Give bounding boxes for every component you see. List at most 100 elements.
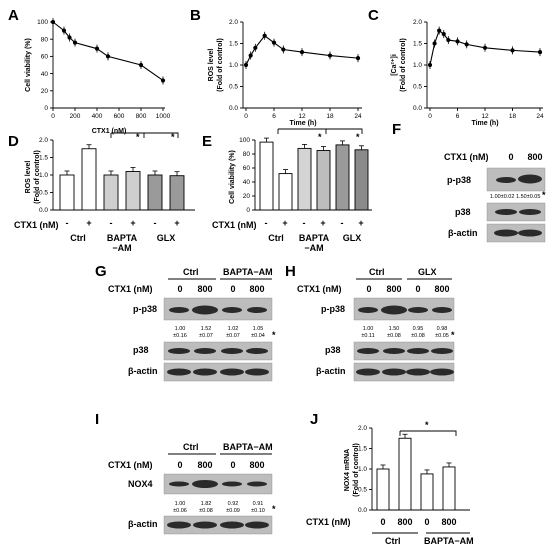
panel-j-label: J <box>310 411 318 428</box>
panel-i-blot-actin <box>163 515 273 535</box>
panel-b-series <box>243 31 361 69</box>
panel-e-ytick-label: 60 <box>243 165 251 172</box>
panel-d-ytick-label: 2.0 <box>39 137 48 144</box>
panel-d-signs: - + - + - + <box>66 218 180 228</box>
panel-e-groups: Ctrl BAPTA−AM GLX <box>268 233 361 253</box>
panel-g-actin-band <box>220 368 244 376</box>
panel-f-dose-0: 0 <box>508 152 513 162</box>
panel-g-p38-band <box>221 348 243 354</box>
panel-e-label: E <box>202 133 212 150</box>
panel-e-ylabel: Cell viability (%) <box>229 150 236 204</box>
panel-f-label: F <box>392 121 401 138</box>
panel-a-point <box>138 62 144 68</box>
panel-h-pp38-band <box>381 305 407 315</box>
panel-g-p38-band <box>168 348 190 354</box>
panel-g-label: G <box>95 263 107 280</box>
panel-h-p38-band <box>383 348 405 354</box>
panel-i-quant-sem: ±0.08 <box>199 508 213 514</box>
panel-e-group: Ctrl <box>268 233 284 243</box>
panel-g-quant-mean: 1.02 <box>228 326 239 332</box>
panel-a-point <box>61 28 67 33</box>
panel-g: G Ctrl BAPTA−AM CTX1 (nM) 0 800 0 800 p-p38… <box>95 263 276 382</box>
panel-g-pp38-band <box>169 307 189 313</box>
panel-i-label: I <box>95 411 99 428</box>
panel-c-point <box>427 62 433 68</box>
panel-g-dose: 800 <box>249 284 264 294</box>
panel-j-ylabel2: (Fold of control) <box>353 443 360 497</box>
panel-a-xticks: 0 200 400 600 800 1000 <box>51 108 171 120</box>
panel-g-dose: 0 <box>177 284 182 294</box>
panel-a-point <box>160 78 166 83</box>
panel-f-treat: CTX1 (nM) <box>444 152 489 162</box>
panel-g-actin-band <box>167 368 191 376</box>
panel-g-blot-pp38 <box>163 297 273 321</box>
panel-c-ytick-label: 2.0 <box>413 19 422 26</box>
panel-b-point <box>248 53 253 58</box>
panel-e: E 0 20 40 60 80 100 Cell viability (%) * * CT… <box>202 128 372 253</box>
panel-g-blot-p38 <box>163 341 273 361</box>
panel-h-p38-band <box>431 348 453 354</box>
panel-d-bar <box>147 174 163 211</box>
panel-e-treat: CTX1 (nM) <box>212 220 257 230</box>
panel-h-quant-sem: ±0.11 <box>361 333 374 339</box>
panel-c-series <box>427 26 543 69</box>
panel-i-quant-sem: ±0.09 <box>226 508 240 514</box>
panel-j-bar <box>442 466 456 511</box>
panel-f-row-p38: p38 <box>455 207 471 217</box>
panel-j-doses: 0 800 0 800 <box>380 517 456 527</box>
panel-d-star-1: * <box>136 132 140 142</box>
panel-h-p38-band <box>407 348 429 354</box>
panel-g-quant-mean: 1.00 <box>175 326 186 332</box>
panel-g-row-p38: p38 <box>133 345 149 355</box>
panel-e-ytick-label: 80 <box>243 151 251 158</box>
panel-h-row-pp38: p-p38 <box>321 304 345 314</box>
panel-b-point <box>299 50 305 55</box>
panel-e-bar <box>278 173 293 211</box>
panel-d-label: D <box>8 133 19 150</box>
panel-h-dose: 800 <box>386 284 401 294</box>
panel-c-xtick-label: 0 <box>428 113 432 120</box>
panel-e-bars <box>259 137 369 211</box>
panel-b: B 0.0 0.5 1.0 1.5 2.0 0 6 12 18 24 ROS level (Fo… <box>190 7 362 127</box>
panel-c-ylabel: [Ca²⁺]i <box>391 54 398 76</box>
panel-a-ytick-label: 40 <box>41 71 49 78</box>
panel-d-sign: + <box>130 218 135 228</box>
panel-i-dose: 0 <box>230 460 235 470</box>
panel-j-group-1: BAPTA−AM <box>424 536 474 546</box>
panel-e-star-2: * <box>356 132 360 142</box>
panel-h-bands-p38 <box>357 348 453 354</box>
panel-d-ytick-label: 0.0 <box>39 207 48 214</box>
panel-e-ytick-label: 100 <box>239 137 250 144</box>
panel-h-bands-pp38 <box>358 305 452 315</box>
panel-j-dose: 800 <box>441 517 456 527</box>
panel-g-pp38-band <box>222 307 242 313</box>
panel-g-doses: 0 800 0 800 <box>177 284 264 294</box>
panel-c-xtick-label: 12 <box>481 113 489 120</box>
panel-c-point <box>464 42 469 47</box>
panel-h-star: * <box>451 330 455 340</box>
panel-e-bar <box>297 147 312 211</box>
panel-b-yticks: 0.0 0.5 1.0 1.5 2.0 <box>229 19 243 112</box>
panel-b-ytick-label: 0.0 <box>229 105 238 112</box>
panel-j-ytick-label: 1.0 <box>358 466 367 473</box>
panel-j-ytick-label: 2.0 <box>358 425 367 432</box>
panel-c-xlabel: Time (h) <box>471 120 498 127</box>
panel-g-quant-sem: ±0.04 <box>251 333 265 339</box>
panel-f-band-pp38-1 <box>518 174 542 184</box>
panel-d-sign: + <box>86 218 91 228</box>
panel-h-label: H <box>285 263 296 280</box>
panel-e-group: −AM <box>304 243 323 253</box>
panel-i-actin-band <box>167 521 191 529</box>
panel-i-doses: 0 800 0 800 <box>177 460 264 470</box>
panel-e-sign: + <box>282 218 287 228</box>
panel-b-ytick-label: 1.0 <box>229 62 238 69</box>
panel-h-p38-band <box>357 348 379 354</box>
panel-b-point <box>262 33 267 38</box>
panel-h-quant: 1.00±0.111.50±0.080.95±0.080.98±0.05 <box>361 326 449 339</box>
panel-i-quant: 1.00±0.06 1.82±0.08 0.92±0.09 0.91±0.10 <box>173 501 265 514</box>
panel-f-star: * <box>542 190 546 200</box>
panel-g-star: * <box>272 330 276 340</box>
panel-a-point <box>72 40 78 45</box>
panel-j: J 0.0 0.5 1.0 1.5 2.0 NOX4 mRNA (Fold of con… <box>306 411 474 546</box>
panel-j-ylabel: NOX4 mRNA <box>344 449 351 491</box>
